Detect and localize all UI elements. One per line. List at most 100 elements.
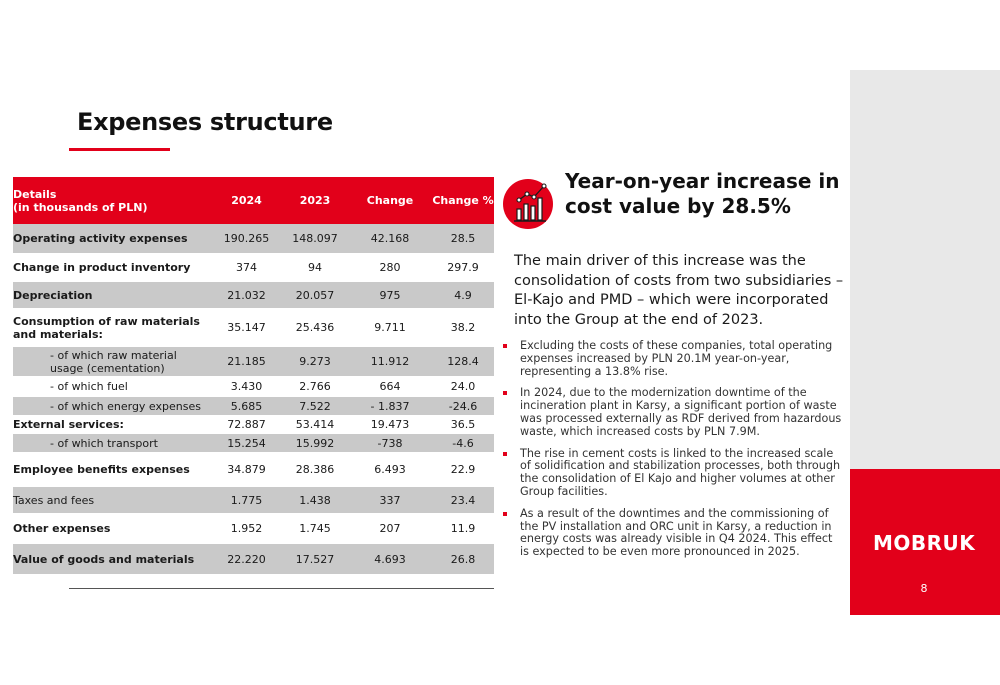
list-item: As a result of the downtimes and the com… [503,506,843,559]
bullet-text: The rise in cement costs is linked to th… [520,446,841,498]
cell-2023: 15.992 [295,436,335,450]
bottom-divider [69,588,494,589]
cell-2024: 21.032 [227,288,266,302]
table-row: - of which transport 15.254 15.992 -738 … [13,434,494,453]
cell-change-pct: 28.5 [450,232,476,245]
lead-paragraph: The main driver of this increase was the… [514,253,844,328]
cell-change-pct: 4.9 [454,288,472,302]
row-label-line1: - of which raw material [50,348,177,362]
bullet-text: As a result of the downtimes and the com… [520,506,833,559]
table-header: Details (in thousands of PLN) 2024 2023 … [13,177,494,224]
header-change-pct: Change % [432,194,494,207]
cell-change: 664 [379,380,401,393]
table-row: Taxes and fees 1.775 1.438 337 23.4 [13,487,494,514]
row-label: Value of goods and materials [13,552,195,566]
cell-2023: 20.057 [295,288,335,302]
row-label: Consumption of raw materials and materia… [13,315,211,341]
kpi-title: Year-on-year increase in cost value by 2… [565,169,840,218]
cell-2023: 1.745 [299,522,331,535]
cell-2023: 25.436 [295,321,335,334]
bar-chart-growth-icon [503,176,559,232]
cell-change-pct: 38.2 [450,321,476,334]
bullet-text: Excluding the costs of these companies, … [520,339,833,378]
expenses-table: Details (in thousands of PLN) 2024 2023 … [13,177,494,575]
page-title: Expenses structure [77,108,333,136]
cell-change: 6.493 [374,463,406,476]
side-panel-red [850,469,1000,615]
row-label: Taxes and fees [13,493,95,507]
cell-2023: 1.438 [299,493,331,507]
cell-change-pct: 128.4 [447,355,479,368]
header-2024: 2024 [231,194,262,207]
cell-change: 4.693 [374,552,406,566]
cell-change: 337 [379,493,401,507]
cell-2023: 94 [308,261,322,274]
cell-change: 280 [379,261,401,274]
cell-change-pct: 11.9 [450,522,476,535]
cell-change: - 1.837 [370,399,410,413]
row-label: - of which transport [50,436,158,450]
bullet-marker [503,511,507,516]
row-label-line2: and materials: [13,327,103,341]
cell-2024: 72.887 [227,418,266,431]
header-details: Details (in thousands of PLN) [13,188,211,214]
cell-2023: 2.766 [299,380,331,393]
table-row: - of which fuel 3.430 2.766 664 24.0 [13,377,494,397]
cell-2023: 9.273 [299,355,331,368]
cell-change-pct: 26.8 [450,552,476,566]
cell-2024: 374 [236,261,257,274]
cell-change-pct: 24.0 [450,380,476,393]
table-row: Change in product inventory 374 94 280 2… [13,254,494,282]
cell-2024: 22.220 [227,552,266,566]
cell-change-pct: 297.9 [447,261,479,274]
cell-2024: 34.879 [227,463,266,476]
table-row: Operating activity expenses 190.265 148.… [13,224,494,254]
bullet-marker [503,344,507,348]
cell-change-pct: 22.9 [450,463,476,476]
row-label: Employee benefits expenses [13,463,190,476]
row-label: - of which raw material usage (cementati… [13,349,211,375]
cell-2024: 35.147 [227,321,266,334]
table-row: Other expenses 1.952 1.745 207 11.9 [13,514,494,544]
cell-2024: 5.685 [230,399,263,413]
cell-2023: 7.522 [299,399,331,413]
cell-change: 207 [379,522,401,535]
cell-change: 975 [379,288,401,302]
table-row: - of which energy expenses 5.685 7.522 -… [13,397,494,416]
row-label-line1: Consumption of raw materials [13,314,200,328]
list-item: Excluding the costs of these companies, … [503,339,843,378]
list-item: The rise in cement costs is linked to th… [503,446,843,499]
table-row: Employee benefits expenses 34.879 28.386… [13,453,494,487]
header-details-line2: (in thousands of PLN) [13,200,148,214]
cell-change: -738 [377,436,403,450]
side-panel-grey [850,70,1000,470]
cell-2023: 28.386 [295,463,335,476]
row-label: Other expenses [13,522,111,535]
bullet-text: In 2024, due to the modernization downti… [520,386,842,438]
table-row: Value of goods and materials 22.220 17.5… [13,544,494,575]
table-row: Consumption of raw materials and materia… [13,309,494,347]
cell-2023: 148.097 [292,232,338,245]
cell-change: 42.168 [370,232,410,245]
list-item: In 2024, due to the modernization downti… [503,386,843,438]
bullet-marker [503,451,507,456]
cell-change-pct: -24.6 [448,399,478,413]
row-label: - of which fuel [50,380,128,393]
cell-change: 9.711 [374,321,406,334]
cell-2024: 3.430 [230,380,263,393]
cell-2024: 15.254 [227,436,266,450]
header-change: Change [366,194,414,207]
company-logo: MOBRUK [873,531,976,555]
cell-change-pct: 23.4 [450,493,476,507]
row-label: Operating activity expenses [13,232,188,245]
row-label: External services: [13,418,124,431]
row-label: Change in product inventory [13,261,191,274]
table-row: - of which raw material usage (cementati… [13,347,494,377]
header-details-line1: Details [13,187,57,201]
cell-2024: 1.775 [230,493,263,507]
title-underline [69,148,170,151]
cell-change-pct: 36.5 [450,418,476,431]
table-row: Depreciation 21.032 20.057 975 4.9 [13,282,494,309]
cell-change: 19.473 [370,418,410,431]
header-2023: 2023 [299,194,331,207]
